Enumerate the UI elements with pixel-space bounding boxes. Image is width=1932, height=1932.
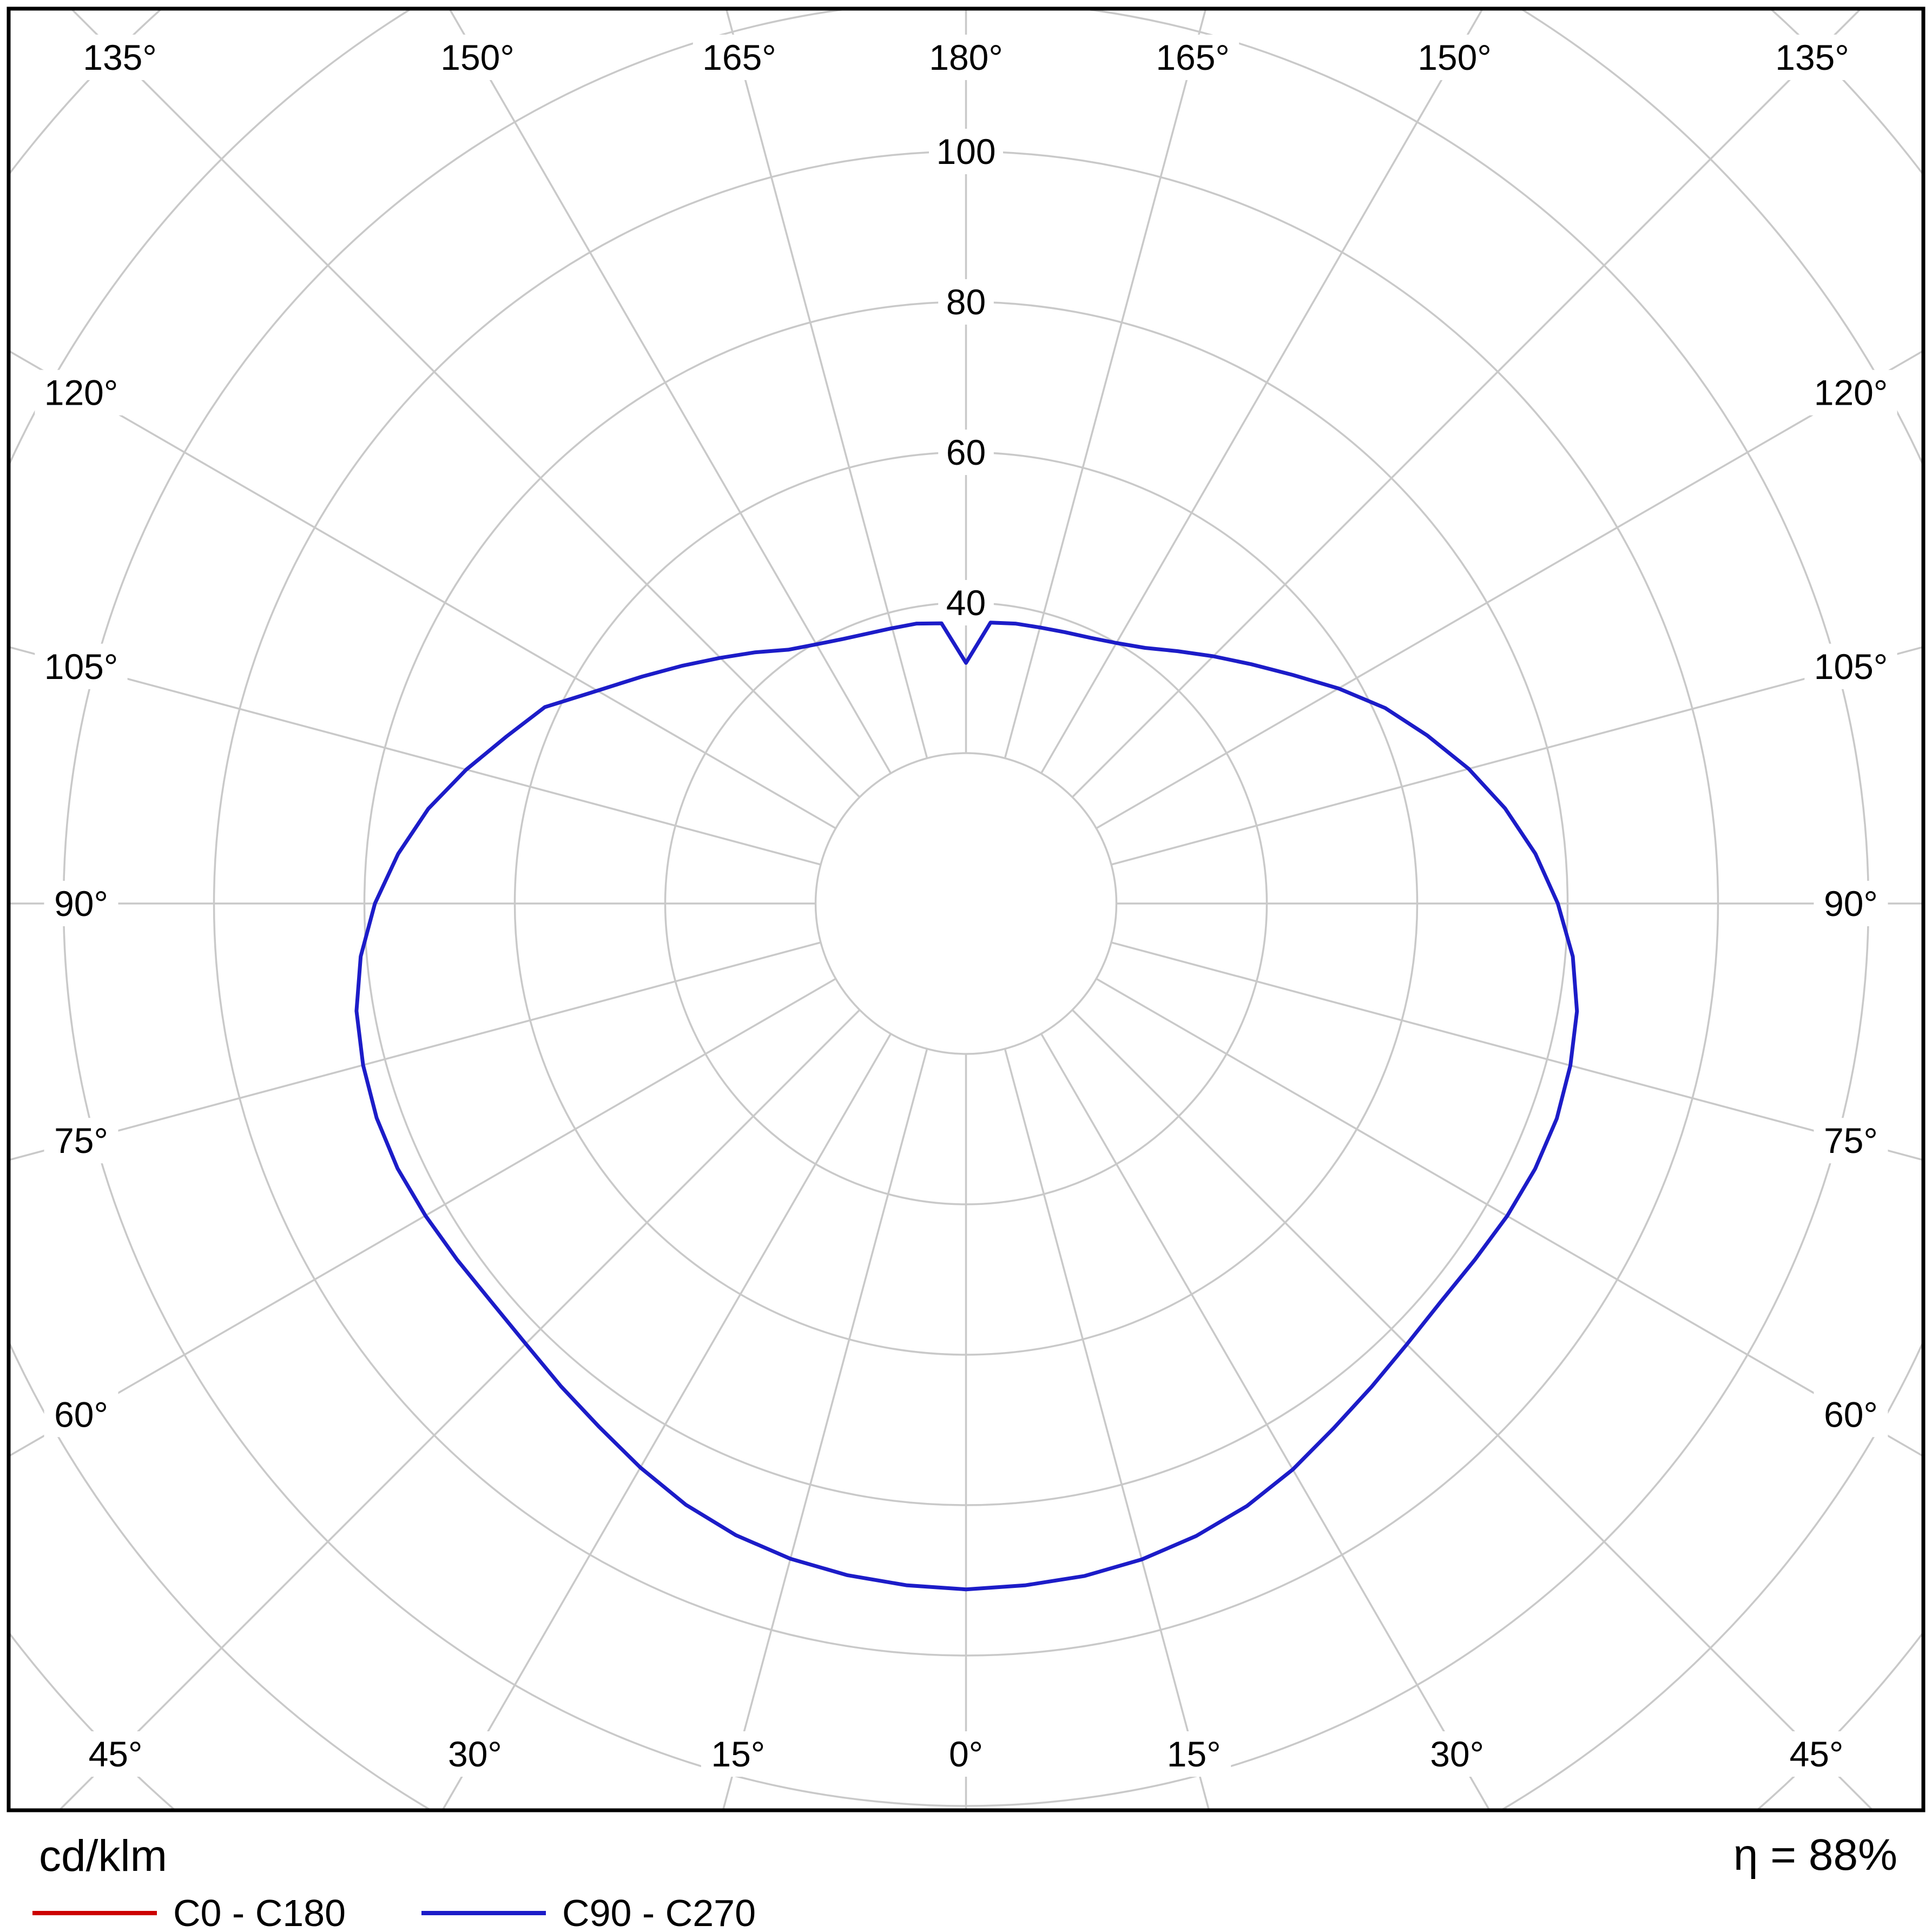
- radial-tick-label-100-bg: [929, 129, 1003, 174]
- series-curve-c90-c270: [354, 621, 1579, 1592]
- grid-spoke-105: [1111, 646, 1923, 866]
- grid-spoke-195: [725, 9, 928, 759]
- grid-circle-20: [814, 752, 1118, 1055]
- radial-tick-label-80-bg: [938, 279, 994, 325]
- angle-label-150-left: 150°: [440, 37, 515, 77]
- angle-label-45-left-bg: [78, 1731, 153, 1777]
- plot-border: [6, 6, 1926, 1812]
- grid-spoke-315: [58, 1009, 861, 1810]
- angle-label-45-left: 45°: [89, 1734, 143, 1774]
- grid-spoke-330: [441, 1033, 892, 1810]
- grid-spoke-150: [1040, 9, 1484, 774]
- radial-tick-label-40-bg: [938, 580, 994, 625]
- grid-spoke-285: [9, 941, 821, 1161]
- grid-spoke-345: [722, 1049, 928, 1810]
- grid-spoke-75: [1111, 941, 1923, 1161]
- angle-label-165-left-bg: [693, 35, 786, 80]
- angle-label-105-right-bg: [1804, 643, 1897, 689]
- angle-label-120-left-bg: [35, 370, 128, 416]
- angle-label-120-right-bg: [1804, 370, 1897, 416]
- legend: C0 - C180 C90 - C270: [32, 1891, 756, 1932]
- radial-tick-label-80: 80: [946, 282, 986, 322]
- angle-label-60-right: 60°: [1824, 1394, 1878, 1434]
- radial-tick-label-60: 60: [946, 432, 986, 472]
- angle-label-135-right: 135°: [1775, 37, 1849, 77]
- legend-line-red-icon: [32, 1911, 157, 1915]
- efficiency-label: η = 88%: [1733, 1830, 1897, 1880]
- grid-spoke-60: [1096, 978, 1923, 1458]
- angle-label-135-right-bg: [1765, 35, 1859, 80]
- angle-label-165-right: 165°: [1156, 37, 1230, 77]
- angle-label-90-left: 90°: [54, 883, 108, 924]
- radial-tick-label-60-bg: [938, 430, 994, 475]
- grid-spoke-255: [9, 646, 821, 866]
- grid-spoke-210: [448, 9, 892, 774]
- angle-label-150-right-bg: [1408, 35, 1501, 80]
- angle-label-150-left-bg: [431, 35, 524, 80]
- grid-spoke-225: [70, 9, 861, 798]
- grid-spoke-30: [1040, 1033, 1491, 1810]
- angle-label-30-left: 30°: [448, 1734, 502, 1774]
- angle-label-75-left: 75°: [54, 1120, 108, 1160]
- legend-item-c90-c270: C90 - C270: [421, 1891, 756, 1932]
- angle-label-0-center: 0°: [949, 1734, 983, 1774]
- legend-line-blue-icon: [421, 1911, 546, 1915]
- grid-spoke-135: [1071, 9, 1862, 798]
- angle-label-30-right: 30°: [1430, 1734, 1484, 1774]
- angle-label-90-right: 90°: [1824, 883, 1878, 924]
- angle-label-105-left-bg: [35, 643, 128, 689]
- legend-label-c0-c180: C0 - C180: [173, 1892, 346, 1932]
- grid-spoke-120: [1096, 350, 1923, 829]
- units-label: cd/klm: [39, 1831, 167, 1881]
- angle-label-75-left-bg: [44, 1118, 118, 1164]
- angle-label-120-right: 120°: [1814, 373, 1888, 413]
- angle-label-135-left-bg: [73, 35, 167, 80]
- angle-label-165-left: 165°: [702, 37, 776, 77]
- grid-spoke-300: [9, 978, 836, 1458]
- chart-footer: cd/klm η = 88% C0 - C180 C90 - C270: [0, 1818, 1932, 1932]
- legend-label-c90-c270: C90 - C270: [562, 1892, 756, 1932]
- angle-label-180-right-bg: [919, 35, 1013, 80]
- angle-label-30-right-bg: [1420, 1731, 1494, 1777]
- angle-label-15-left: 15°: [711, 1734, 765, 1774]
- angle-label-90-right-bg: [1814, 881, 1888, 926]
- angle-label-15-left-bg: [701, 1731, 775, 1777]
- angle-label-90-left-bg: [44, 881, 118, 926]
- angle-label-60-left-bg: [44, 1392, 118, 1438]
- angle-label-120-left: 120°: [44, 373, 118, 413]
- angle-label-45-right: 45°: [1790, 1734, 1844, 1774]
- polar-grid: [9, 9, 1923, 1810]
- polar-chart: 40 60 80 100 0° 15° 15° 30° 30° 45° 45° 60° 60° 75° 75…: [6, 6, 1926, 1812]
- angle-label-60-left: 60°: [54, 1394, 108, 1434]
- angle-label-180-right: 180°: [929, 37, 1003, 77]
- grid-spoke-45: [1071, 1009, 1874, 1810]
- angle-label-150-right: 150°: [1417, 37, 1492, 77]
- angle-label-0-center-bg: [938, 1731, 994, 1777]
- angle-label-60-right-bg: [1814, 1392, 1888, 1438]
- angle-label-30-left-bg: [438, 1731, 512, 1777]
- angle-label-75-right: 75°: [1824, 1120, 1878, 1160]
- grid-spoke-165: [1004, 9, 1207, 759]
- radial-tick-label-100: 100: [936, 131, 995, 172]
- angle-label-15-right: 15°: [1167, 1734, 1221, 1774]
- angle-label-75-right-bg: [1814, 1118, 1888, 1164]
- angle-label-135-left: 135°: [83, 37, 157, 77]
- grid-spoke-240: [9, 350, 836, 829]
- angle-label-45-right-bg: [1779, 1731, 1854, 1777]
- angle-label-105-right: 105°: [1814, 647, 1888, 687]
- angle-label-105-left: 105°: [44, 647, 118, 687]
- grid-spoke-15: [1004, 1049, 1210, 1810]
- angle-label-15-right-bg: [1157, 1731, 1231, 1777]
- legend-item-c0-c180: C0 - C180: [32, 1891, 346, 1932]
- angle-label-165-right-bg: [1146, 35, 1239, 80]
- radial-tick-label-40: 40: [946, 583, 986, 623]
